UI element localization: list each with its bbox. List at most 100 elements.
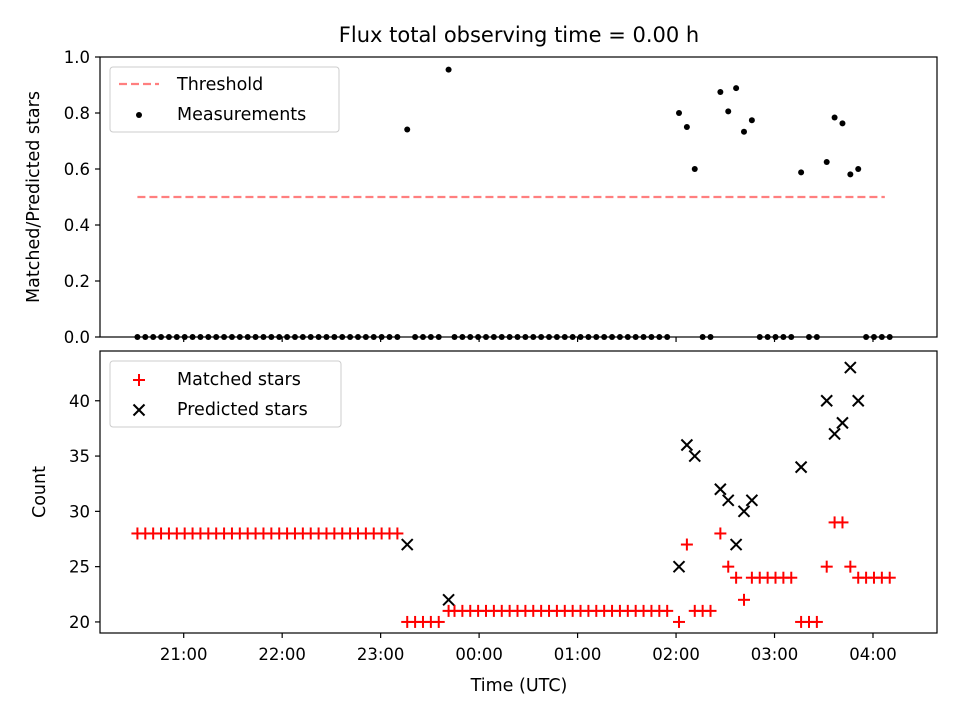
- predicted-star-point-b: [745, 494, 759, 507]
- measurement-point: [553, 334, 560, 340]
- measurement-point: [514, 334, 521, 340]
- measurement-point: [813, 334, 820, 340]
- measurement-point: [142, 334, 149, 340]
- predicted-star-point: [737, 505, 751, 518]
- x-tick-label: 01:00: [554, 645, 602, 664]
- measurement-point: [181, 334, 188, 340]
- y-axis-label: Matched/Predicted stars: [24, 91, 44, 303]
- x-tick-label: 04:00: [849, 645, 897, 664]
- measurement-point: [506, 334, 513, 340]
- predicted-star-point: [844, 361, 857, 374]
- measurement-point: [546, 334, 553, 340]
- measurement-point: [717, 89, 724, 95]
- y-tick-label: 0.4: [64, 216, 90, 235]
- predicted-star-point: [714, 483, 727, 496]
- measurement-point: [831, 114, 838, 121]
- y-tick-label: 25: [69, 558, 90, 577]
- measurement-point: [331, 334, 338, 340]
- measurement-point: [475, 334, 482, 340]
- measurement-point: [640, 334, 647, 340]
- measurement-point: [252, 334, 259, 340]
- predicted-star-point: [442, 593, 455, 607]
- predicted-star-point-b: [737, 505, 751, 518]
- measurement-point: [165, 334, 172, 340]
- predicted-star-point: [794, 460, 808, 474]
- measurement-point: [707, 334, 714, 340]
- measurement-point: [459, 334, 466, 340]
- matched-star-point: [704, 604, 717, 617]
- measurement-point: [205, 334, 212, 340]
- measurement-point: [419, 334, 426, 340]
- measurement-point: [788, 334, 795, 340]
- matched-star-point: [661, 604, 674, 617]
- measurement-point: [490, 334, 497, 340]
- measurement-point: [276, 334, 283, 340]
- predicted-star-point: [729, 538, 743, 551]
- measurement-point: [158, 334, 165, 340]
- legend-box: [109, 66, 340, 133]
- y-tick-label: 0.0: [64, 328, 90, 347]
- measurement-point: [291, 334, 298, 340]
- measurement-point: [725, 108, 732, 115]
- matched-star-point: [730, 571, 743, 584]
- bottom-panel: 20 25 30 35 40 21:00 22:00 23:00 00:00 01:00 02:00…: [30, 350, 938, 664]
- predicted-star-point-b: [836, 416, 849, 430]
- y-tick-label: 40: [69, 392, 90, 411]
- predicted-star-point: [745, 494, 759, 507]
- matched-star-point: [722, 560, 735, 573]
- predicted-star-point-b: [401, 538, 414, 551]
- measurement-point: [522, 334, 529, 340]
- measurement-point: [189, 334, 196, 340]
- matched-star-point: [673, 615, 686, 628]
- measurement-point: [134, 334, 141, 340]
- measurement-point: [307, 334, 314, 340]
- measurement-point: [323, 334, 330, 340]
- measurement-point: [664, 334, 671, 340]
- measurement-point: [699, 334, 706, 340]
- measurement-point: [284, 334, 291, 340]
- legend-matched-label: Matched stars: [177, 370, 301, 390]
- legend-measurements-label: Measurements: [177, 105, 306, 125]
- predicted-star-point: [401, 538, 414, 551]
- matched-star-point: [883, 571, 896, 584]
- predicted-star-point-b: [688, 449, 701, 463]
- bottom-legend: Matched stars Predicted stars: [109, 360, 342, 428]
- predicted-star-point-b: [442, 593, 455, 607]
- top-panel: 0.0 0.2 0.4 0.6 0.8 1.0 Matched/Predicted star…: [24, 48, 938, 347]
- measurement-point: [394, 334, 401, 340]
- matched-star-point: [820, 560, 833, 573]
- matched-star-point: [810, 615, 823, 628]
- legend-predicted-swatch: [132, 403, 146, 417]
- plot-frame: [99, 350, 938, 634]
- y-tick-label: 1.0: [64, 48, 90, 67]
- x-tick-label: 23:00: [357, 645, 405, 664]
- predicted-star-point-b: [852, 394, 865, 407]
- predicted-star-point-b: [794, 460, 808, 474]
- measurement-point: [577, 334, 584, 340]
- predicted-star-point: [836, 416, 849, 430]
- y-tick-label: 35: [69, 447, 90, 466]
- measurement-point: [632, 334, 639, 340]
- predicted-star-point: [680, 438, 694, 452]
- measurement-point: [593, 334, 600, 340]
- y-tick-label: 0.8: [64, 104, 90, 123]
- measurement-point: [616, 334, 623, 340]
- measurement-point: [530, 334, 537, 340]
- predicted-star-point-b: [714, 483, 727, 496]
- x-axis-label: Time (UTC): [470, 676, 568, 696]
- measurement-point: [764, 334, 771, 340]
- measurement-point: [386, 334, 393, 340]
- measurement-point: [347, 334, 354, 340]
- x-tick-label: 00:00: [455, 645, 503, 664]
- legend-measurements-swatch: [136, 112, 142, 118]
- matched-star-point: [680, 538, 693, 551]
- predicted-star-point: [852, 394, 865, 407]
- predicted-star-point-b: [729, 538, 743, 551]
- measurement-point: [823, 159, 830, 165]
- measurement-point: [435, 334, 442, 340]
- matched-star-point: [391, 527, 404, 540]
- measurement-point: [228, 334, 235, 340]
- y-tick-label: 30: [69, 502, 90, 521]
- measurement-point: [748, 117, 755, 124]
